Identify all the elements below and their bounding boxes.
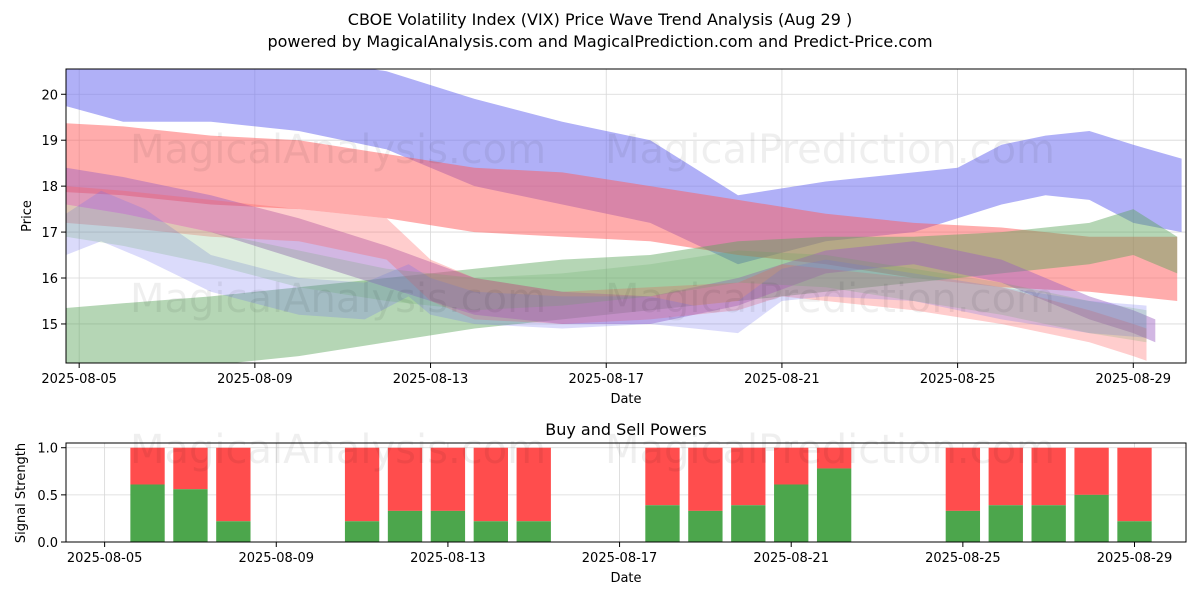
buy-power-bar (473, 521, 508, 542)
buy-power-bar (216, 521, 251, 542)
watermark-1: MagicalAnalysis.com (130, 127, 546, 173)
buy-power-bar (816, 468, 852, 542)
sell-power-bar (645, 447, 680, 506)
signal-xtick-label: 2025-08-05 (67, 551, 143, 566)
buy-power-bar (1117, 521, 1152, 542)
sell-power-bar (173, 447, 208, 490)
price-xtick-label: 2025-08-17 (568, 372, 644, 387)
signal-plot-frame (65, 442, 1187, 543)
chart-title-line2: powered by MagicalAnalysis.com and Magic… (267, 32, 932, 51)
sell-power-bar (344, 447, 380, 522)
olive-wave-1-band (66, 204, 1147, 343)
sell-power-bar (1031, 447, 1066, 506)
buy-power-bar (688, 510, 723, 542)
sell-power-bar (731, 447, 766, 506)
buy-power-bar (430, 510, 466, 542)
signal-panel: Buy and Sell Powers MagicalAnalysis.com … (14, 420, 1187, 586)
signal-bars (130, 447, 1152, 542)
purple-wave-1-band (66, 167, 1156, 343)
price-xtick-label: 2025-08-05 (41, 372, 117, 387)
buy-power-bar (173, 489, 208, 542)
price-ylabel: Price (20, 200, 35, 232)
signal-title: Buy and Sell Powers (545, 420, 707, 439)
chart-title-line1: CBOE Volatility Index (VIX) Price Wave T… (348, 10, 852, 29)
sell-power-bar (430, 447, 466, 511)
buy-power-bar (774, 484, 809, 542)
price-ytick-label: 20 (41, 88, 58, 103)
sell-power-bar (130, 447, 165, 485)
signal-ylabel: Signal Strength (14, 443, 29, 543)
sell-power-bar (774, 447, 809, 485)
signal-xlabel: Date (610, 571, 641, 586)
pink-wave-1-band (66, 186, 1147, 361)
watermark-3: MagicalAnalysis.com (130, 276, 546, 322)
price-xtick-label: 2025-08-09 (217, 372, 293, 387)
price-axis-ticks: 2025-08-05 2025-08-09 2025-08-13 2025-08-17… (41, 88, 1171, 387)
price-xlabel: Date (610, 392, 641, 407)
price-ytick-label: 16 (41, 272, 58, 287)
buy-power-bar (1031, 505, 1066, 542)
signal-xtick-label: 2025-08-13 (410, 551, 486, 566)
red-wave-1-band (66, 123, 1178, 301)
buy-power-bar (344, 521, 380, 542)
sell-power-bar (816, 447, 852, 469)
sell-power-bar (387, 447, 423, 511)
sell-power-bar (688, 447, 723, 511)
lavender-wave-1-band (66, 190, 1147, 338)
watermark-6: MagicalPrediction.com (605, 427, 1055, 473)
signal-xtick-label: 2025-08-25 (925, 551, 1001, 566)
price-ytick-label: 19 (41, 134, 58, 149)
watermark-5: MagicalAnalysis.com (130, 427, 546, 473)
price-panel: MagicalAnalysis.com MagicalPrediction.co… (20, 68, 1187, 407)
price-xtick-label: 2025-08-25 (920, 372, 996, 387)
sell-power-bar (216, 447, 251, 522)
signal-xtick-label: 2025-08-21 (753, 551, 829, 566)
sell-power-bar (945, 447, 981, 511)
sell-power-bar (988, 447, 1023, 506)
sell-power-bar (516, 447, 551, 522)
buy-power-bar (1074, 494, 1109, 542)
buy-power-bar (945, 510, 981, 542)
signal-xtick-label: 2025-08-17 (582, 551, 658, 566)
price-ytick-label: 17 (41, 226, 58, 241)
buy-power-bar (516, 521, 551, 542)
signal-ytick-label: 0.0 (37, 536, 58, 551)
signal-axis-ticks: 2025-08-05 2025-08-09 2025-08-13 2025-08-17… (37, 442, 1172, 566)
blue-wave-1-band (66, 69, 1182, 265)
price-ytick-label: 15 (41, 318, 58, 333)
sell-power-bar (1117, 447, 1152, 522)
green-wave-1-band (66, 209, 1178, 363)
price-ytick-label: 18 (41, 180, 58, 195)
price-xtick-label: 2025-08-13 (393, 372, 469, 387)
buy-power-bar (731, 505, 766, 542)
sell-power-bar (1074, 447, 1109, 495)
signal-ytick-label: 1.0 (37, 442, 58, 457)
price-xtick-label: 2025-08-21 (744, 372, 820, 387)
sell-power-bar (473, 447, 508, 522)
watermark-4: MagicalPrediction.com (605, 276, 1055, 322)
signal-xtick-label: 2025-08-09 (238, 551, 314, 566)
price-plot-frame (65, 68, 1187, 364)
buy-power-bar (645, 505, 680, 542)
price-wave-bands (66, 69, 1182, 363)
watermark-2: MagicalPrediction.com (605, 127, 1055, 173)
buy-power-bar (130, 484, 165, 542)
buy-power-bar (387, 510, 423, 542)
signal-xtick-label: 2025-08-29 (1097, 551, 1173, 566)
buy-power-bar (988, 505, 1023, 542)
signal-ytick-label: 0.5 (37, 489, 58, 504)
price-xtick-label: 2025-08-29 (1096, 372, 1172, 387)
